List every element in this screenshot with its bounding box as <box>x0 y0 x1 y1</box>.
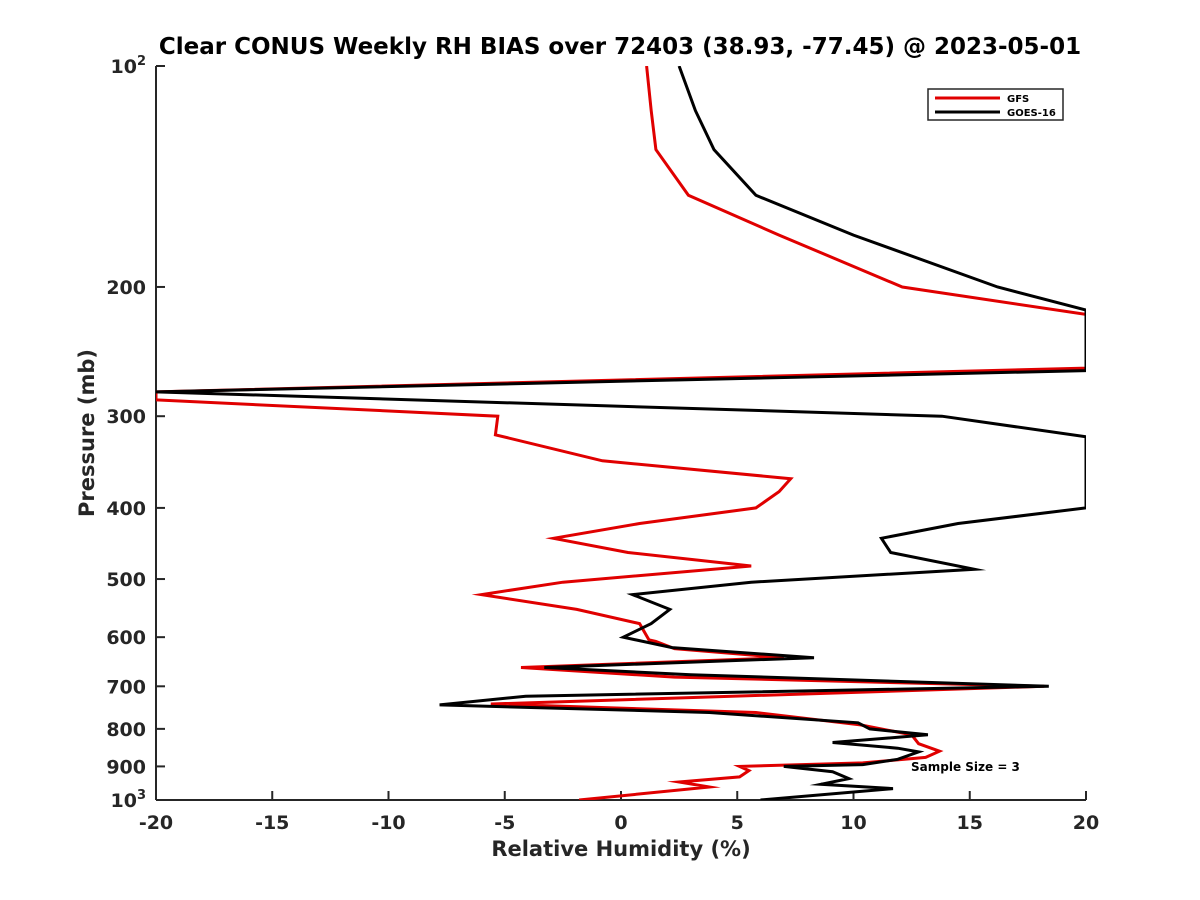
y-tick-label-base: 10 <box>111 790 137 812</box>
y-tick-label-exponent: 3 <box>137 788 146 803</box>
y-tick-label: 102 <box>111 54 147 78</box>
x-tick-label: 0 <box>614 812 627 834</box>
sample-size-annotation: Sample Size = 3 <box>911 760 1020 774</box>
x-tick-label: -5 <box>494 812 515 834</box>
series-line-gfs <box>156 66 1086 800</box>
series-line-goes-16 <box>156 66 1086 800</box>
chart-title: Clear CONUS Weekly RH BIAS over 72403 (3… <box>159 34 1081 60</box>
y-tick-label: 700 <box>106 676 146 698</box>
legend-label: GOES-16 <box>1007 108 1056 119</box>
y-tick-label: 600 <box>106 627 146 649</box>
y-tick-label: 103 <box>111 788 147 812</box>
y-tick-label: 200 <box>106 277 146 299</box>
x-tick-label: 5 <box>731 812 744 834</box>
x-tick-label: 20 <box>1073 812 1099 834</box>
plot-area: -20 -15 -10 -5 0 5 10 15 20102200300400500600700… <box>75 34 1099 861</box>
y-tick-label: 300 <box>106 406 146 428</box>
y-tick-label-exponent: 2 <box>137 54 146 69</box>
series-group <box>156 66 1086 800</box>
legend-box <box>927 88 1064 121</box>
legend: GFS GOES-16 <box>927 88 1064 121</box>
x-tick-label: -10 <box>371 812 405 834</box>
y-tick-label: 500 <box>106 569 146 591</box>
y-tick-label: 900 <box>106 756 146 778</box>
legend-label: GFS <box>1007 94 1029 105</box>
y-tick-label: 800 <box>106 719 146 741</box>
x-tick-label: 10 <box>840 812 866 834</box>
x-tick-label: -15 <box>255 812 289 834</box>
y-tick-label: 400 <box>106 498 146 520</box>
x-tick-label: -20 <box>139 812 173 834</box>
x-axis-label: Relative Humidity (%) <box>491 837 750 861</box>
x-tick-label: 15 <box>957 812 983 834</box>
y-axis-label: Pressure (mb) <box>75 349 99 517</box>
y-tick-label-base: 10 <box>111 56 137 78</box>
